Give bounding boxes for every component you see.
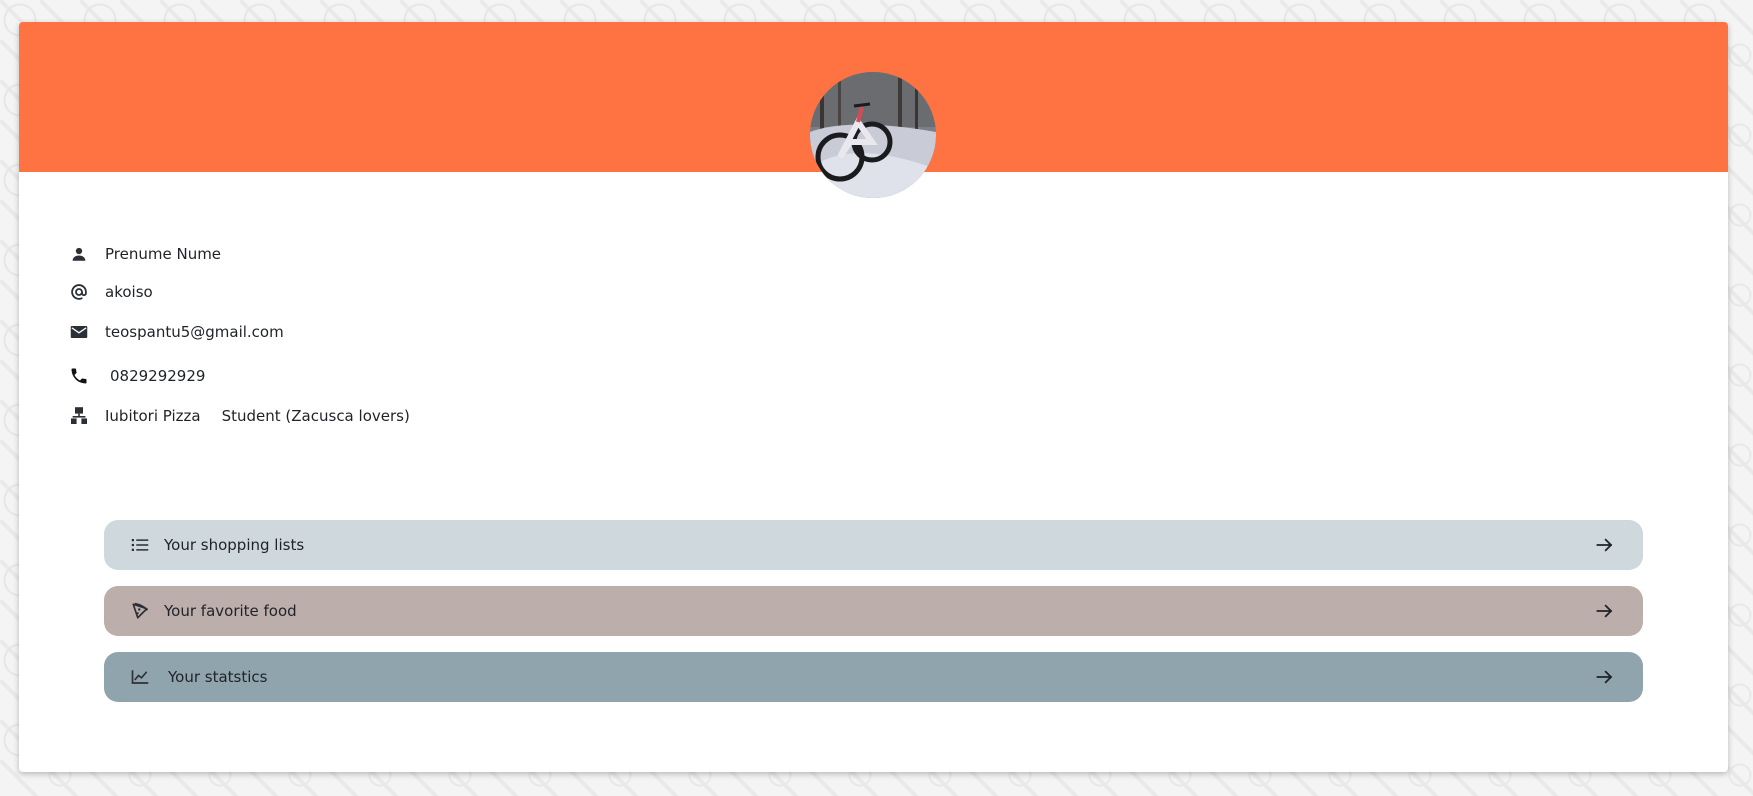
email: teospantu5@gmail.com bbox=[105, 323, 284, 341]
phone-number: 0829292929 bbox=[110, 367, 206, 385]
statistics-button[interactable]: Your statstics bbox=[104, 652, 1643, 702]
phone-icon bbox=[69, 366, 89, 386]
name-row: Prenume Nume bbox=[69, 244, 221, 264]
avatar bbox=[810, 72, 936, 198]
arrow-right-icon bbox=[1595, 535, 1615, 555]
group-name: Iubitori Pizza bbox=[105, 407, 201, 425]
person-icon bbox=[69, 244, 89, 264]
arrow-right-icon bbox=[1595, 601, 1615, 621]
username-row: akoiso bbox=[69, 282, 153, 302]
shopping-lists-button[interactable]: Your shopping lists bbox=[104, 520, 1643, 570]
group-row: Iubitori Pizza Student (Zacusca lovers) bbox=[69, 406, 410, 426]
favorite-food-label: Your favorite food bbox=[164, 602, 297, 620]
chart-line-icon bbox=[130, 667, 150, 687]
phone-row: 0829292929 bbox=[69, 366, 205, 386]
shopping-lists-label: Your shopping lists bbox=[164, 536, 305, 554]
favorite-food-button[interactable]: Your favorite food bbox=[104, 586, 1643, 636]
group-icon bbox=[69, 406, 89, 426]
full-name: Prenume Nume bbox=[105, 245, 222, 263]
group-role: Student (Zacusca lovers) bbox=[221, 407, 410, 425]
mail-icon bbox=[69, 322, 89, 342]
profile-card: Prenume Nume akoiso teospantu5@gmail.com… bbox=[19, 22, 1728, 772]
list-icon bbox=[130, 535, 150, 555]
username: akoiso bbox=[105, 283, 153, 301]
email-row: teospantu5@gmail.com bbox=[69, 322, 284, 342]
arrow-right-icon bbox=[1595, 667, 1615, 687]
at-sign-icon bbox=[69, 282, 89, 302]
pizza-icon bbox=[130, 601, 150, 621]
statistics-label: Your statstics bbox=[168, 668, 268, 686]
